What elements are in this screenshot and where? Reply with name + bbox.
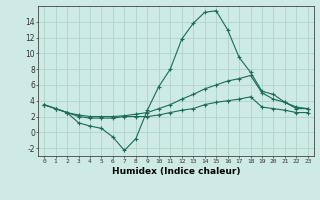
X-axis label: Humidex (Indice chaleur): Humidex (Indice chaleur) <box>112 167 240 176</box>
